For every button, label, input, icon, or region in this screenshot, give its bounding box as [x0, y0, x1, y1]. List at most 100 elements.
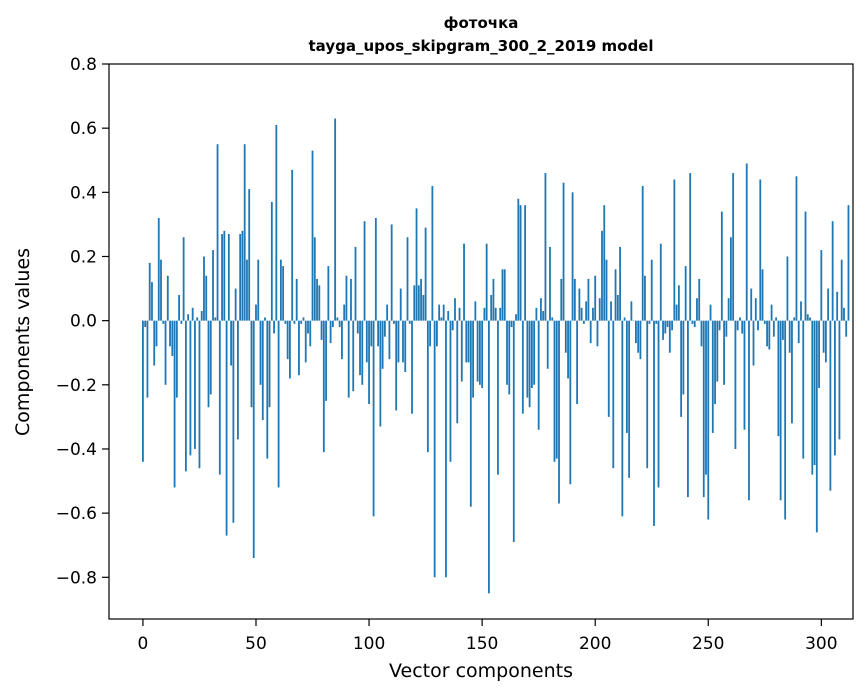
bar: [291, 170, 293, 321]
bar: [728, 298, 730, 320]
bar: [827, 289, 829, 321]
bar: [689, 173, 691, 321]
bar: [721, 212, 723, 321]
bar: [497, 321, 499, 475]
bar: [420, 279, 422, 321]
bar: [669, 321, 671, 353]
x-tick-label: 50: [245, 634, 267, 654]
bar: [416, 208, 418, 320]
bar: [845, 321, 847, 337]
bar: [156, 321, 158, 347]
bar: [606, 260, 608, 321]
bar: [300, 321, 302, 324]
bars: [142, 119, 849, 594]
bar: [592, 308, 594, 321]
bar: [343, 305, 345, 321]
bar: [759, 179, 761, 320]
bar: [142, 321, 144, 462]
bar: [339, 321, 341, 327]
bar: [678, 285, 680, 320]
bar: [273, 321, 275, 334]
bar: [303, 317, 305, 320]
bar: [701, 321, 703, 347]
bar: [630, 301, 632, 320]
bar: [199, 321, 201, 469]
bar: [352, 321, 354, 392]
bar: [628, 321, 630, 478]
bar: [379, 321, 381, 427]
bar: [201, 311, 203, 321]
bar: [508, 321, 510, 395]
bar: [282, 266, 284, 321]
bar: [253, 321, 255, 558]
bar: [608, 321, 610, 417]
bar: [298, 321, 300, 376]
bar: [226, 321, 228, 536]
bar: [753, 321, 755, 366]
bar: [755, 298, 757, 320]
x-tick-label: 300: [805, 634, 837, 654]
bar: [836, 292, 838, 321]
bar: [384, 321, 386, 337]
bar: [203, 256, 205, 320]
bar: [463, 244, 465, 321]
chart-subtitle: tayga_upos_skipgram_300_2_2019 model: [309, 37, 654, 55]
y-axis-label: Components values: [12, 248, 34, 436]
x-axis-label: Vector components: [389, 660, 573, 682]
bar: [221, 234, 223, 321]
bar: [327, 266, 329, 321]
bar: [506, 321, 508, 385]
bar: [441, 317, 443, 320]
bar: [235, 289, 237, 321]
bar: [341, 321, 343, 359]
bar: [841, 260, 843, 321]
bar: [445, 321, 447, 578]
bar: [735, 321, 737, 449]
bar: [725, 321, 727, 337]
bar: [540, 298, 542, 320]
bar: [621, 321, 623, 517]
bar: [710, 305, 712, 321]
bar: [465, 321, 467, 363]
bar: [574, 279, 576, 321]
bar: [196, 317, 198, 320]
bar: [413, 285, 415, 320]
bar: [719, 321, 721, 331]
bar: [545, 173, 547, 321]
bar: [194, 321, 196, 449]
bar: [493, 279, 495, 321]
bar: [264, 317, 266, 320]
bar: [590, 321, 592, 343]
bar: [483, 308, 485, 321]
bar: [284, 321, 286, 324]
bar: [646, 321, 648, 469]
bar: [488, 321, 490, 594]
bar: [737, 321, 739, 331]
bar: [619, 247, 621, 321]
bar: [730, 237, 732, 320]
bar: [818, 321, 820, 388]
bar: [400, 289, 402, 321]
bar: [741, 321, 743, 334]
bar: [542, 311, 544, 321]
bar: [495, 308, 497, 321]
bar: [248, 189, 250, 321]
bar: [171, 321, 173, 356]
bar: [791, 321, 793, 424]
bar: [153, 321, 155, 366]
bar: [798, 321, 800, 343]
bar: [538, 321, 540, 430]
bar: [685, 266, 687, 321]
bar: [481, 321, 483, 388]
bar: [549, 247, 551, 321]
bar: [653, 321, 655, 526]
bar: [829, 321, 831, 491]
bar: [244, 144, 246, 320]
bar: [411, 321, 413, 414]
bar: [746, 163, 748, 320]
bar: [447, 311, 449, 321]
bar: [334, 119, 336, 321]
bar: [676, 305, 678, 321]
x-tick-label: 100: [353, 634, 385, 654]
bar: [289, 321, 291, 379]
